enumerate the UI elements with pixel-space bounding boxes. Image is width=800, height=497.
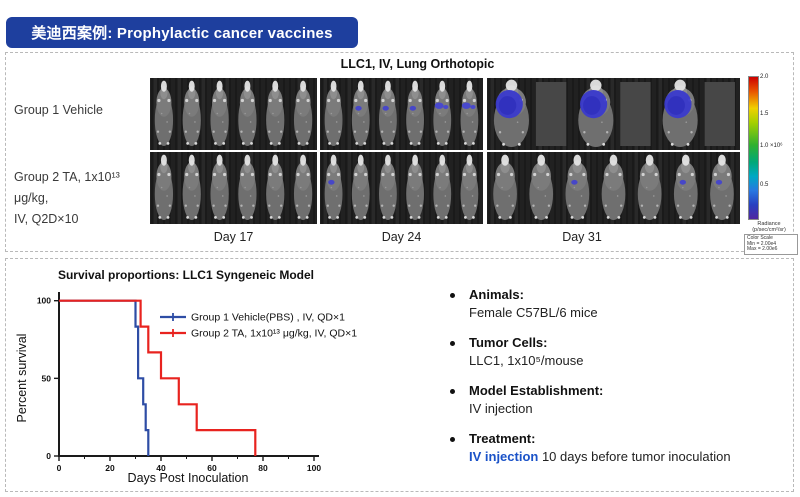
colorbar-tick-label: 1.5 — [760, 111, 769, 118]
detail-tumor-cells: Tumor Cells: LLC1, 1x10⁵/mouse — [450, 334, 785, 370]
detail-animals: Animals: Female C57BL/6 mice — [450, 286, 785, 322]
survival-chart: Survival proportions: LLC1 Syngeneic Mod… — [15, 268, 357, 485]
mouse-panel-group2-day31 — [487, 152, 740, 224]
colorbar-scale-line1: Color Scale — [747, 235, 773, 241]
colorbar-tick-label: 1.0 ×10⁶ — [760, 142, 783, 149]
detail-model: Model Establishment: IV injection — [450, 382, 785, 418]
detail-treatment: Treatment: IV injection 10 days before t… — [450, 430, 785, 466]
mouse-panel-group1-day31 — [487, 78, 740, 150]
mouse-panel-image — [320, 78, 483, 150]
svg-text:0: 0 — [46, 451, 51, 461]
colorbar-scale-line2: Min = 2.00e4 — [747, 240, 777, 247]
svg-text:80: 80 — [258, 463, 268, 473]
mouse-panel-group1-day17 — [150, 78, 317, 150]
chart-ylabel: Percent survival — [15, 334, 29, 423]
bullet-icon — [450, 293, 455, 298]
mouse-panel-image — [150, 78, 317, 150]
detail-animals-label: Animals: — [469, 287, 524, 302]
survival-section-box — [5, 258, 794, 492]
survival-curve — [59, 299, 257, 456]
group2-label-line1: Group 2 TA, 1x10¹³ μg/kg, — [14, 170, 120, 205]
svg-text:20: 20 — [105, 463, 115, 473]
radiance-colorbar — [748, 76, 759, 220]
mouse-panel-group1-day24 — [320, 78, 483, 150]
group1-label: Group 1 Vehicle — [14, 103, 103, 117]
detail-tumor-cells-value: LLC1, 1x10⁵/mouse — [469, 353, 584, 368]
treatment-highlight: IV injection — [469, 449, 539, 464]
colorbar-scale-box: Color Scale Min = 2.00e4 Max = 2.00e6 — [744, 234, 798, 255]
mouse-panel-group2-day17 — [150, 152, 317, 224]
mouse-panel-group2-day24 — [320, 152, 483, 224]
detail-model-label: Model Establishment: — [469, 383, 604, 398]
legend-entry: Group 2 TA, 1x10¹³ μg/kg, IV, QD×1 — [191, 328, 357, 340]
survival-curve — [59, 299, 150, 456]
bullet-icon — [450, 389, 455, 394]
bullet-icon — [450, 437, 455, 442]
svg-text:100: 100 — [307, 463, 321, 473]
svg-text:0: 0 — [57, 463, 62, 473]
svg-text:50: 50 — [42, 373, 52, 383]
treatment-rest: 10 days before tumor inoculation — [538, 449, 731, 464]
colorbar-tick-label: 2.0 — [760, 74, 769, 81]
group2-label-line2: IV, Q2D×10 — [14, 212, 79, 226]
day-label-24: Day 24 — [381, 230, 422, 244]
detail-animals-value: Female C57BL/6 mice — [469, 305, 598, 320]
detail-tumor-cells-label: Tumor Cells: — [469, 335, 548, 350]
colorbar-scale-line3: Max = 2.00e6 — [747, 246, 778, 252]
mouse-panel-image — [320, 152, 483, 224]
chart-title: Survival proportions: LLC1 Syngeneic Mod… — [58, 268, 314, 282]
svg-text:60: 60 — [207, 463, 217, 473]
title-banner: 美迪西案例: Prophylactic cancer vaccines — [6, 17, 358, 48]
day-label-31: Day 31 — [562, 230, 602, 244]
colorbar-caption-line1: Radiance — [757, 221, 781, 227]
detail-treatment-value: IV injection 10 days before tumor inocul… — [469, 448, 731, 466]
svg-text:100: 100 — [37, 296, 51, 306]
chart-xlabel: Days Post Inoculation — [128, 471, 249, 485]
detail-treatment-label: Treatment: — [469, 431, 536, 446]
legend-entry: Group 1 Vehicle(PBS) , IV, QD×1 — [191, 312, 345, 324]
imaging-section-title: LLC1, IV, Lung Orthotopic — [340, 57, 495, 71]
bullet-icon — [450, 341, 455, 346]
study-details: Animals: Female C57BL/6 mice Tumor Cells… — [450, 286, 785, 478]
colorbar-caption-line2: (p/sec/cm²/sr) — [752, 227, 786, 233]
svg-text:40: 40 — [156, 463, 166, 473]
detail-model-value: IV injection — [469, 401, 533, 416]
mouse-panel-image — [487, 78, 740, 150]
colorbar-caption: Radiance (p/sec/cm²/sr) — [741, 221, 797, 233]
colorbar-tick-label: 0.5 — [760, 182, 769, 189]
group2-label: Group 2 TA, 1x10¹³ μg/kg, IV, Q2D×10 — [14, 167, 150, 230]
day-label-17: Day 17 — [213, 230, 254, 244]
mouse-panel-image — [150, 152, 317, 224]
mouse-panel-image — [487, 152, 740, 224]
